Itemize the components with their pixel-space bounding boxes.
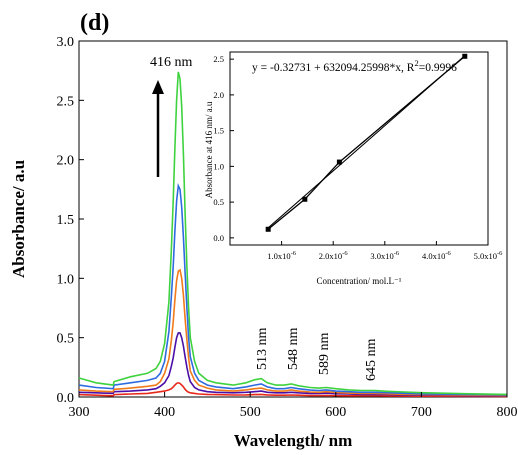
spectrum-series-4 xyxy=(78,182,508,396)
spectrum-series-5 xyxy=(78,71,508,396)
inset-fit-group xyxy=(267,55,466,230)
inset-x-axis: 1.0x10-6 2.0x10-6 3.0x10-6 4.0x10-6 5.0x10-6 xyxy=(267,241,503,261)
main-series-group xyxy=(78,71,508,398)
main-y-tick-label: 2.5 xyxy=(57,94,75,109)
main-x-tick-label: 300 xyxy=(69,405,90,420)
inset-x-tick-label: 3.0x10-6 xyxy=(370,250,400,261)
main-y-tick-label: 0.5 xyxy=(57,332,75,347)
main-y-tick-label: 0.0 xyxy=(57,391,75,406)
main-y-axis-title: Absorbance/ a.u xyxy=(9,160,28,278)
inset-y-tick-label: 2.0 xyxy=(213,90,224,100)
main-y-axis: 0.0 0.5 1.0 1.5 2.0 2.5 3.0 xyxy=(57,35,84,406)
main-chart: 300 400 500 600 700 800 0.0 0.5 1.0 1.5 2.0 2.5 3.0… xyxy=(9,35,518,450)
inset-x-axis-title: Concentration/ mol.L⁻¹ xyxy=(317,276,402,286)
main-x-axis-title: Wavelength/ nm xyxy=(234,431,353,450)
inset-data-point xyxy=(336,159,342,165)
inset-plot-frame xyxy=(229,51,489,246)
inset-y-tick-label: 1.0 xyxy=(213,161,224,171)
inset-y-tick-label: 0.5 xyxy=(213,197,224,207)
inset-data-point xyxy=(265,226,271,232)
spectrum-series-3 xyxy=(78,268,508,397)
inset-y-tick-label: 0.0 xyxy=(213,233,224,243)
main-y-tick-label: 1.5 xyxy=(57,213,75,228)
main-x-tick-label: 800 xyxy=(497,405,518,420)
inset-data-point xyxy=(302,196,308,202)
inset-x-tick-label: 4.0x10-6 xyxy=(422,250,452,261)
main-x-tick-label: 400 xyxy=(154,405,175,420)
spectrum-series-1 xyxy=(78,381,508,398)
inset-y-tick-label: 2.5 xyxy=(213,54,224,64)
main-x-axis: 300 400 500 600 700 800 xyxy=(69,392,518,420)
fit-equation: y = -0.32731 + 632094.25998*x, R2=0.9996 xyxy=(252,58,457,74)
spectrum-series-2 xyxy=(78,332,508,397)
panel-label: (d) xyxy=(80,10,109,36)
main-y-tick-label: 3.0 xyxy=(57,35,75,50)
inset-y-axis-title: Absorbance at 416 nm/ a.u xyxy=(204,101,214,198)
main-x-tick-label: 700 xyxy=(411,405,432,420)
inset-y-axis: 0.0 0.5 1.0 1.5 2.0 2.5 xyxy=(213,54,234,243)
inset-x-tick-label: 1.0x10-6 xyxy=(267,250,297,261)
peak-label-645: 645 nm xyxy=(364,339,379,382)
inset-x-tick-label: 5.0x10-6 xyxy=(474,250,504,261)
main-x-tick-label: 500 xyxy=(240,405,261,420)
inset-background xyxy=(224,50,502,260)
inset-y-tick-label: 1.5 xyxy=(213,126,224,136)
main-y-tick-label: 2.0 xyxy=(57,154,75,169)
inset-x-tick-label: 2.0x10-6 xyxy=(319,250,349,261)
peak-label-548: 548 nm xyxy=(286,328,301,371)
inset-data-line xyxy=(267,55,466,230)
peak-label-589: 589 nm xyxy=(317,333,332,376)
inset-chart: 1.0x10-6 2.0x10-6 3.0x10-6 4.0x10-6 5.0x10-6… xyxy=(204,50,503,286)
main-y-tick-label: 1.0 xyxy=(57,272,75,287)
peak-label-513: 513 nm xyxy=(255,328,270,371)
main-x-tick-label: 600 xyxy=(325,405,346,420)
peak-label-416: 416 nm xyxy=(150,55,193,70)
inset-data-point xyxy=(462,53,468,59)
inset-points-group xyxy=(265,53,468,232)
increase-arrow xyxy=(152,80,164,177)
